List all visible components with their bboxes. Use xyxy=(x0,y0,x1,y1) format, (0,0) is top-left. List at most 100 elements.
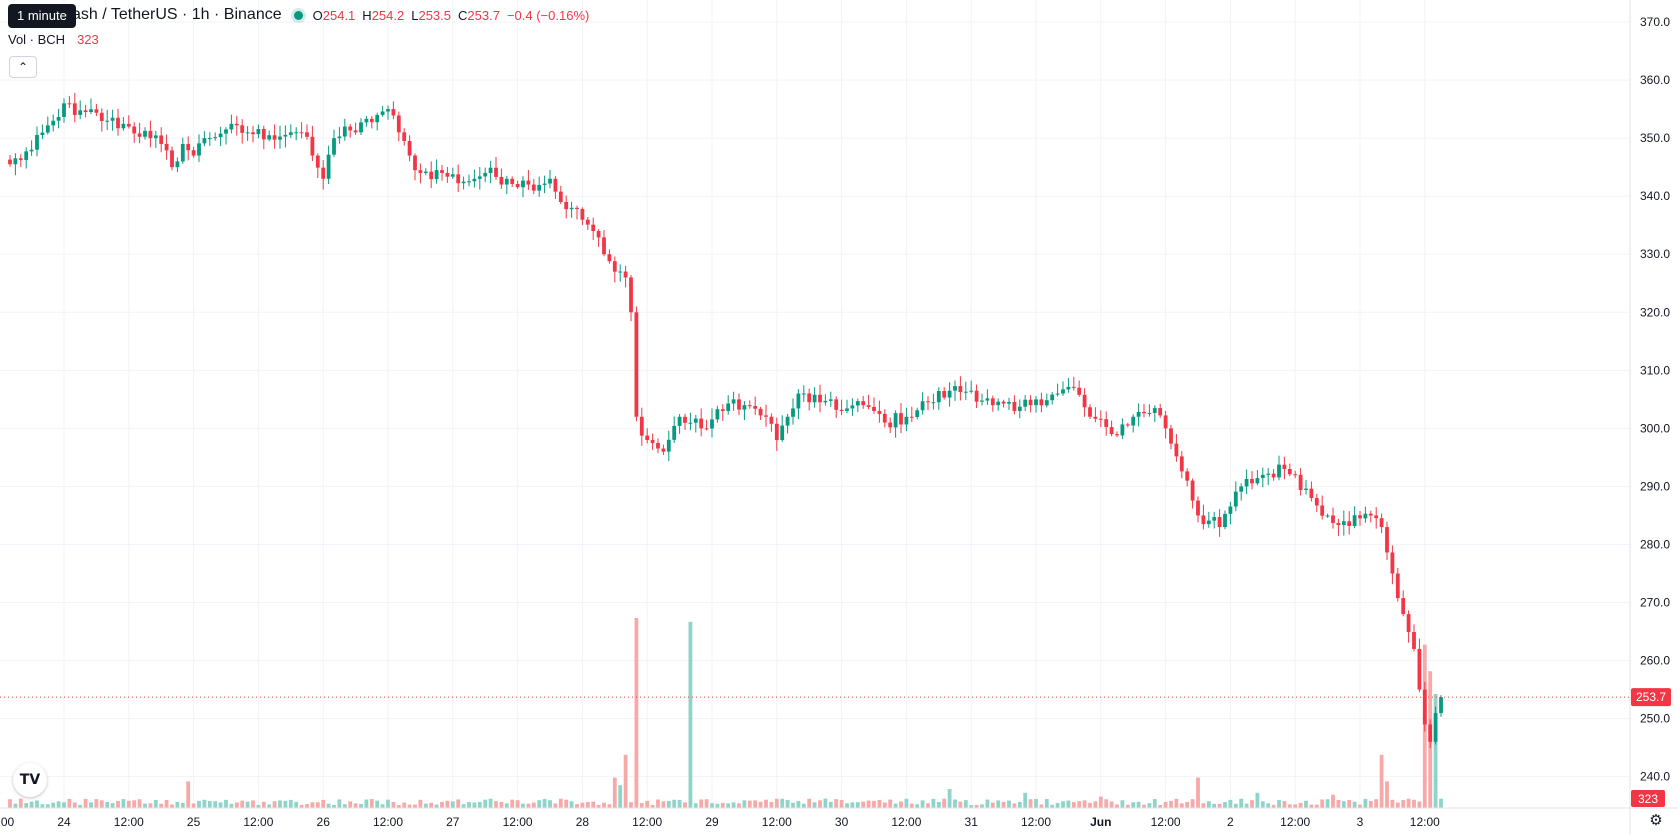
symbol-title[interactable]: Bitcoin Cash / TetherUS · 1h · Binance xyxy=(8,6,282,23)
volume-bar xyxy=(634,618,639,808)
candle xyxy=(467,174,471,187)
candle xyxy=(13,153,18,176)
candle-body xyxy=(1109,427,1114,435)
candle-body xyxy=(656,443,660,449)
candle xyxy=(180,137,185,164)
volume-bar xyxy=(553,803,558,808)
tradingview-logo-icon[interactable]: TV xyxy=(13,763,47,797)
price-axis[interactable]: 370.0 360.0 350.0 340.0 330.0 320.0 310.0 300.0… xyxy=(1629,0,1671,835)
volume-bar xyxy=(774,798,779,808)
volume-bar xyxy=(13,803,18,808)
volume-bar xyxy=(288,799,293,808)
volume-bar xyxy=(623,754,628,808)
volume-bar xyxy=(855,802,860,808)
candle xyxy=(1104,411,1109,436)
candle-body xyxy=(926,401,930,403)
volume-bar xyxy=(234,802,239,808)
candle xyxy=(423,168,428,176)
candle-body xyxy=(1185,471,1190,481)
volume-bar xyxy=(936,801,941,808)
volume-bar xyxy=(909,803,914,808)
candle xyxy=(1131,414,1136,433)
candle xyxy=(321,160,326,190)
candle-body xyxy=(229,123,234,130)
candle xyxy=(504,175,509,195)
candle xyxy=(1314,493,1319,512)
symbol-legend: Bitcoin Cash / TetherUS · 1h · Binance O… xyxy=(8,6,589,24)
candle xyxy=(402,128,407,146)
volume-bar xyxy=(207,801,212,808)
volume-label[interactable]: Vol · BCH xyxy=(8,32,66,47)
candle-body xyxy=(618,271,623,273)
candle xyxy=(1277,455,1281,481)
candle-body xyxy=(629,277,633,313)
candle-body xyxy=(747,405,752,407)
candle xyxy=(1174,434,1179,462)
candle xyxy=(823,394,828,406)
candle xyxy=(731,391,736,411)
candle-body xyxy=(1287,469,1292,475)
volume-bar xyxy=(504,803,509,808)
volume-bar xyxy=(1093,801,1098,808)
volume-bar xyxy=(1309,804,1314,808)
candle-body xyxy=(1244,478,1249,487)
candle xyxy=(1012,395,1017,415)
candle-body xyxy=(56,116,61,121)
time-tick-label: 12:00 xyxy=(1280,815,1310,829)
candle-body xyxy=(445,172,450,177)
volume-bar xyxy=(1287,804,1292,808)
volume-bar xyxy=(575,804,579,808)
candle-body xyxy=(1223,513,1227,528)
candle-body xyxy=(828,399,833,401)
volume-bar xyxy=(1266,803,1271,808)
volume-bar xyxy=(1050,804,1055,808)
candle xyxy=(612,256,617,283)
volume-bar xyxy=(596,805,601,808)
candle-body xyxy=(909,416,914,418)
volume-bar xyxy=(1152,799,1157,808)
candle-body xyxy=(710,419,714,429)
volume-bar xyxy=(423,803,428,808)
candle-body xyxy=(332,138,336,155)
time-axis[interactable]: 12:00 24 12:00 25 12:00 26 12:00 27 12:00 28 12:00… xyxy=(0,807,1678,829)
candle-body xyxy=(278,136,282,140)
candle-body xyxy=(742,405,747,410)
candle-body xyxy=(785,416,790,426)
candle-body xyxy=(1115,434,1119,436)
candle xyxy=(1336,518,1341,537)
volume-bar xyxy=(94,799,99,808)
candle-body xyxy=(974,390,979,402)
candle xyxy=(45,116,50,135)
candle xyxy=(769,413,774,432)
volume-bar xyxy=(1066,800,1071,808)
candle xyxy=(1217,509,1222,537)
volume-bar xyxy=(342,804,347,808)
candle-body xyxy=(1260,474,1265,479)
volume-bar xyxy=(369,799,374,808)
candle-body xyxy=(877,410,882,414)
volume-bar xyxy=(731,802,736,808)
candle xyxy=(872,397,876,414)
gear-icon[interactable]: ⚙ xyxy=(1649,812,1663,829)
candle xyxy=(413,153,417,181)
candle-body xyxy=(1401,598,1406,615)
candle-body xyxy=(337,136,342,139)
volume-bar xyxy=(882,802,887,808)
candle-body xyxy=(591,224,596,232)
candle-body xyxy=(40,132,45,136)
candle xyxy=(229,114,234,134)
volume-bar xyxy=(267,804,272,808)
candle xyxy=(861,396,866,409)
candle-body xyxy=(234,123,239,126)
time-tick-label: 3 xyxy=(1357,815,1364,829)
collapse-legend-button[interactable]: ⌃ xyxy=(9,56,37,78)
last-price-label-text: 253.7 xyxy=(1636,690,1666,704)
volume-bar xyxy=(1028,799,1033,808)
volume-bar xyxy=(121,799,126,808)
candle xyxy=(1066,377,1071,393)
candle xyxy=(24,147,29,169)
candle-body xyxy=(148,130,153,139)
candle-body xyxy=(218,133,223,138)
candle xyxy=(1136,403,1141,427)
